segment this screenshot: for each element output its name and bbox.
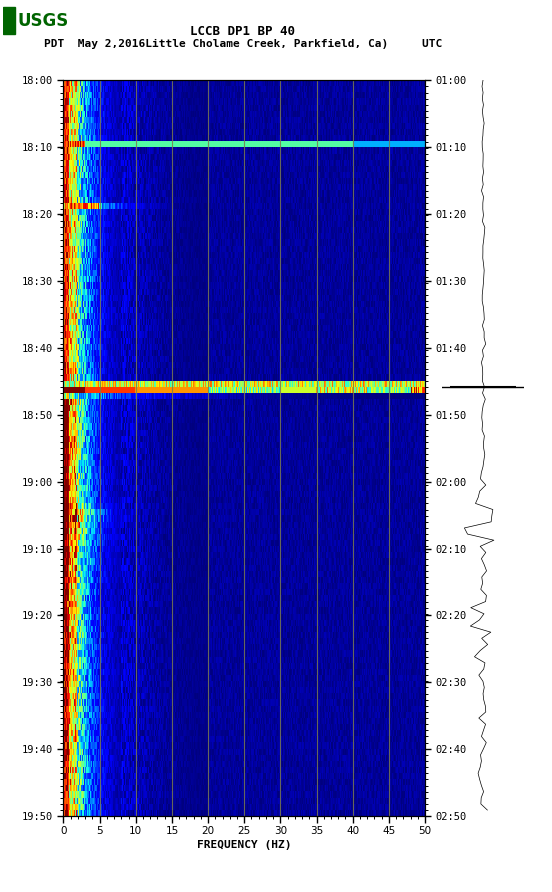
Text: PDT  May 2,2016Little Cholame Creek, Parkfield, Ca)     UTC: PDT May 2,2016Little Cholame Creek, Park… (44, 39, 442, 49)
Bar (3, 7, 15, 34)
X-axis label: FREQUENCY (HZ): FREQUENCY (HZ) (197, 840, 291, 850)
Text: USGS: USGS (17, 12, 68, 29)
Text: LCCB DP1 BP 40: LCCB DP1 BP 40 (190, 25, 295, 38)
